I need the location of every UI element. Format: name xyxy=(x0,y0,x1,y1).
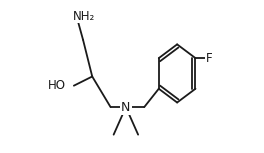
Text: N: N xyxy=(121,101,131,114)
Text: HO: HO xyxy=(48,79,65,92)
Text: F: F xyxy=(206,52,213,65)
Text: NH₂: NH₂ xyxy=(73,10,95,22)
